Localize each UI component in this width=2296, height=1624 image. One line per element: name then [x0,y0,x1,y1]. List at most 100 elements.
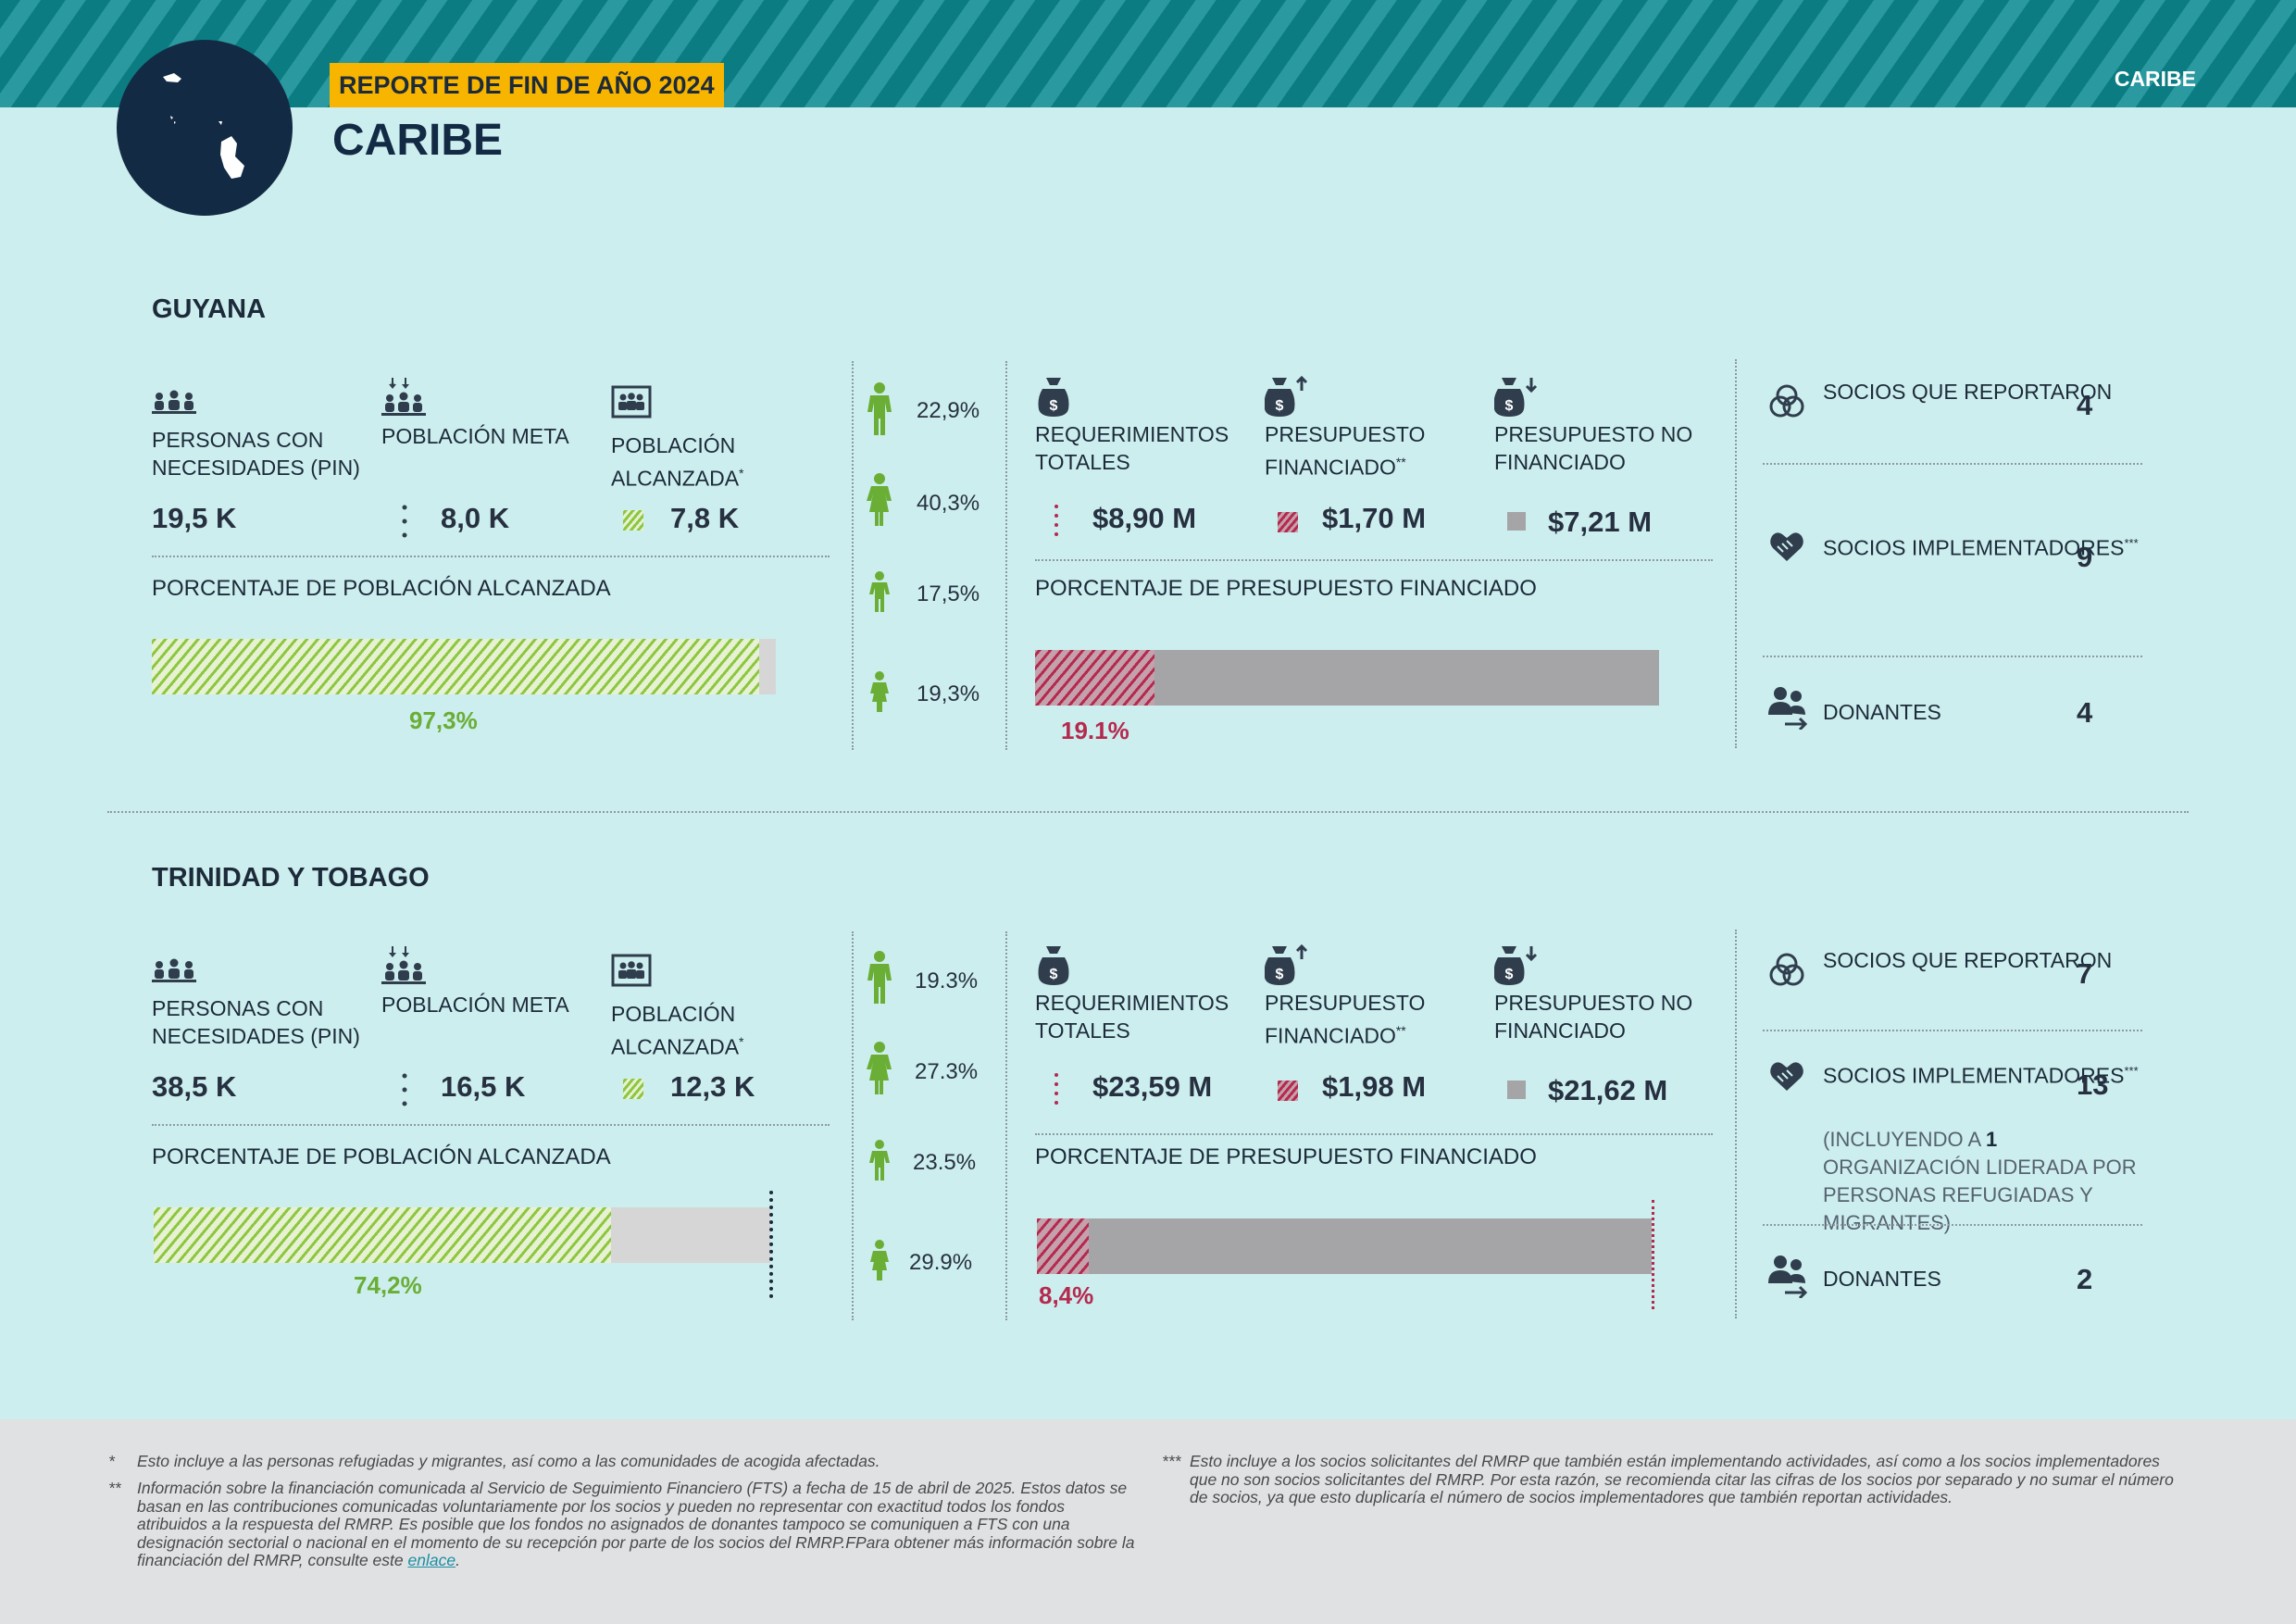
country-title: GUYANA [152,294,267,324]
divider [1763,656,2142,657]
region-tag: CARIBE [2114,67,2196,91]
kpi-label: POBLACIÓN META [381,993,569,1017]
partners-implementing-label: SOCIOS IMPLEMENTADORES*** [1823,535,2139,560]
kpi-value-no-financiado: $7,21 M [1548,506,1653,538]
budget-progress-fill [1035,650,1154,706]
donors-label: DONANTES [1823,700,1941,724]
pct-budget-label: PORCENTAJE DE PRESUPUESTO FINANCIADO [1035,576,1537,601]
demographic-child-female: 29.9% [867,1239,978,1285]
funded-hatch-marker [1278,1081,1298,1101]
partners-implementing-value: 13 [2077,1068,2109,1101]
population-progress-bar [154,1207,770,1263]
kpi-financiado: $ PRESUPUESTO FINANCIADO** [1264,943,1487,1050]
population-pct-label: 97,3% [409,706,478,734]
kpi-label: REQUERIMIENTOS TOTALES [1035,422,1229,474]
svg-text:$: $ [1050,398,1058,414]
divider [852,931,854,1320]
handshake-heart-icon [1768,528,1805,565]
donors-icon [1768,1254,1813,1300]
kpi-no-financiado: $ PRESUPUESTO NO FINANCIADO [1493,944,1753,1044]
demographic-adult-female: 27.3% [863,1041,978,1096]
kpi-financiado: $ PRESUPUESTO FINANCIADO** [1264,375,1487,481]
kpi-label: POBLACIÓN ALCANZADA* [611,433,744,491]
money-bag-icon: $ [1035,944,1079,987]
divider [1035,559,1713,561]
reached-hatch-marker [623,1079,643,1099]
svg-text:$: $ [1276,967,1284,982]
donors-value: 2 [2077,1263,2093,1295]
funding-info-link[interactable]: enlace [407,1551,456,1569]
divider [1735,359,1737,748]
pct-budget-label: PORCENTAJE DE PRESUPUESTO FINANCIADO [1035,1144,1537,1169]
people-group-icon [152,950,196,987]
handshake-heart-icon [1768,1057,1805,1094]
girl-icon [870,1240,889,1280]
demographic-child-male: 17,5% [867,570,980,617]
demographic-child-male: 23.5% [867,1139,978,1185]
divider [1005,931,1007,1320]
kpi-label: POBLACIÓN ALCANZADA* [611,1002,744,1059]
kpi-value-requerimientos: $23,59 M [1092,1070,1213,1103]
requirements-dots-marker [1054,1072,1059,1114]
kpi-value-pin: 38,5 K [152,1070,237,1103]
divider [1035,1133,1713,1135]
kpi-value-financiado: $1,70 M [1322,502,1427,534]
kpi-value-alcanzada: 12,3 K [670,1070,755,1103]
kpi-label: PERSONAS CON NECESIDADES (PIN) [152,996,360,1048]
kpi-meta: POBLACIÓN META [381,378,604,450]
donors-icon [1768,685,1813,731]
svg-text:$: $ [1050,967,1058,982]
kpi-label: POBLACIÓN META [381,424,569,448]
budget-pct-label: 8,4% [1039,1281,1094,1309]
target-dots-marker [402,504,407,543]
footnote-1: * Esto incluye a las personas refugiadas … [108,1452,880,1470]
partners-implementing-value: 9 [2077,541,2093,573]
donors-value: 4 [2077,696,2093,729]
unfunded-marker [1507,512,1526,531]
footnote-3: *** Esto incluye a los socios solicitante… [1162,1452,2174,1506]
kpi-no-financiado: $ PRESUPUESTO NO FINANCIADO [1493,376,1753,476]
target-line-marker [769,1191,773,1298]
demographic-adult-male: 22,9% [863,381,980,437]
requirements-dots-marker [1054,504,1059,545]
target-population-icon [381,378,426,418]
demographic-child-female: 19,3% [867,670,980,717]
footnotes-panel: * Esto incluye a las personas refugiadas … [0,1419,2296,1624]
demographic-adult-female: 40,3% [863,472,980,528]
partners-reporting-label: SOCIOS QUE REPORTARON [1823,948,2113,972]
budget-progress-bar [1037,1218,1652,1274]
kpi-value-alcanzada: 7,8 K [670,502,740,534]
kpi-value-no-financiado: $21,62 M [1548,1074,1668,1106]
divider [1763,1030,2142,1031]
demographic-adult-male: 19.3% [863,950,978,1006]
kpi-label: PRESUPUESTO NO FINANCIADO [1494,422,1693,474]
funded-hatch-marker [1278,512,1298,532]
partners-implementing-note: (INCLUYENDO A 1 ORGANIZACIÓN LIDERADA PO… [1823,1128,2137,1234]
kpi-value-pin: 19,5 K [152,502,237,534]
divider [1735,930,1737,1318]
money-bag-icon: $ [1035,376,1079,418]
kpi-requerimientos: $ REQUERIMIENTOS TOTALES [1035,376,1257,476]
kpi-alcanzada: POBLACIÓN ALCANZADA* [611,954,833,1061]
target-dots-marker [402,1072,407,1112]
kpi-value-requerimientos: $8,90 M [1092,502,1197,534]
divider [1005,361,1007,750]
population-progress-bar [152,639,776,694]
money-bag-down-icon: $ [1493,944,1539,987]
divider [152,556,830,557]
population-progress-fill [154,1207,612,1263]
girl-icon [870,671,889,712]
kpi-meta: POBLACIÓN META [381,946,604,1018]
footnote-2: ** Información sobre la financiación comu… [108,1479,1135,1569]
report-banner: REPORTE DE FIN DE AÑO 2024 [330,63,724,107]
people-group-icon [152,381,196,418]
budget-progress-bar [1035,650,1659,706]
reached-population-icon [611,954,652,987]
circles-partners-icon [1768,952,1805,989]
unfunded-marker [1507,1081,1526,1099]
money-bag-down-icon: $ [1493,376,1539,418]
pct-population-label: PORCENTAJE DE POBLACIÓN ALCANZADA [152,1144,611,1169]
circles-partners-icon [1768,383,1805,420]
kpi-label: REQUERIMIENTOS TOTALES [1035,991,1229,1043]
kpi-label: PERSONAS CON NECESIDADES (PIN) [152,428,360,480]
